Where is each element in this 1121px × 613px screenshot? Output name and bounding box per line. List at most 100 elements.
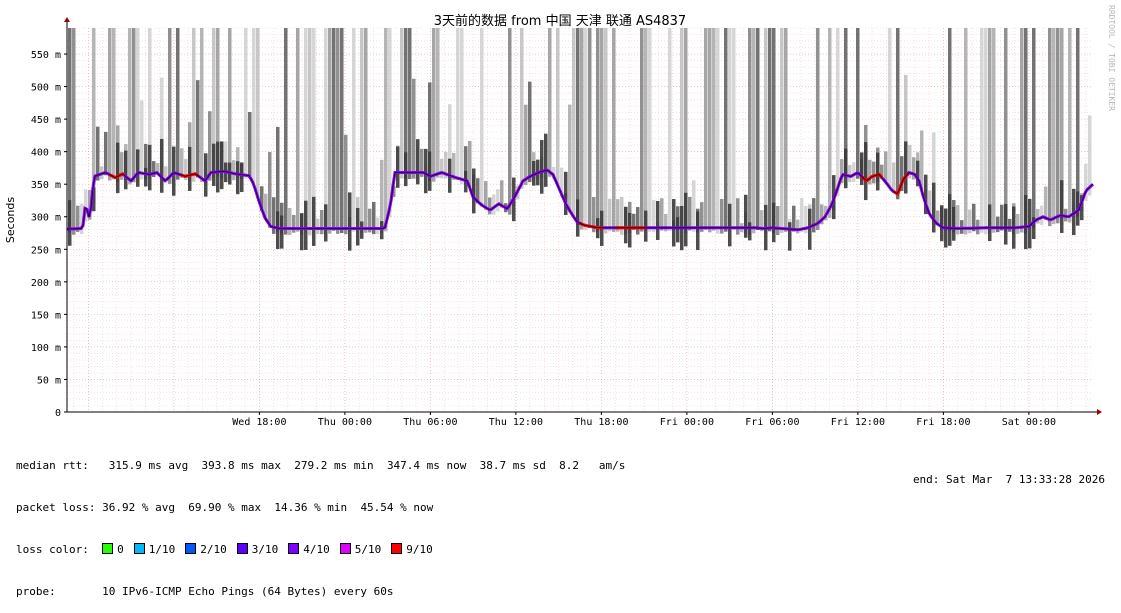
smoke-bar bbox=[920, 130, 924, 191]
smoke-bar bbox=[496, 189, 500, 212]
smoke-bar bbox=[588, 28, 592, 228]
smoke-bar bbox=[664, 213, 668, 232]
smoke-bar bbox=[276, 126, 280, 232]
smoke-bar bbox=[524, 104, 528, 186]
smoke-bar bbox=[652, 199, 656, 233]
smoke-bar bbox=[256, 28, 260, 199]
smoke-bar bbox=[444, 151, 448, 179]
smoke-bar bbox=[792, 205, 796, 232]
smoke-bar bbox=[572, 28, 576, 218]
smoke-bar bbox=[80, 203, 84, 235]
loss-color-swatch bbox=[288, 543, 300, 554]
smoke-bar bbox=[644, 28, 648, 231]
smoke-bar-dark bbox=[544, 133, 548, 187]
y-tick-label: 400 m bbox=[31, 148, 61, 159]
smoke-bar-dark bbox=[1024, 194, 1028, 250]
smoke-bar-dark bbox=[68, 200, 72, 246]
smoke-bar-dark bbox=[904, 141, 908, 194]
y-tick-label: 0 bbox=[55, 408, 61, 419]
smoke-bar bbox=[560, 167, 564, 198]
smoke-bar bbox=[528, 81, 532, 183]
smoke-bar bbox=[760, 210, 764, 232]
smoke-bar-dark bbox=[124, 150, 128, 190]
smoke-bar bbox=[964, 28, 968, 235]
smoke-bar bbox=[984, 28, 988, 235]
smoke-bar-dark bbox=[416, 139, 420, 185]
smoke-bar bbox=[1044, 186, 1048, 221]
smoke-bar bbox=[212, 28, 216, 178]
packet-loss-row: packet loss: 36.92 % avg 69.90 % max 14.… bbox=[16, 501, 625, 515]
smoke-bar bbox=[720, 198, 724, 234]
smoke-bar bbox=[912, 157, 916, 180]
smoke-bar bbox=[452, 152, 456, 180]
smoke-bar bbox=[1052, 28, 1056, 225]
smoke-bar bbox=[488, 197, 492, 215]
smoke-bar bbox=[384, 28, 388, 232]
smoke-bar bbox=[556, 28, 560, 186]
smoke-bar-dark bbox=[772, 202, 776, 243]
smoke-bar-dark bbox=[404, 152, 408, 187]
smoke-bar bbox=[352, 28, 356, 232]
smoke-bar bbox=[480, 28, 484, 208]
x-tick-label: Fri 18:00 bbox=[916, 417, 970, 428]
smoke-bar bbox=[612, 28, 616, 232]
smoke-bar bbox=[708, 28, 712, 233]
x-axis-arrow bbox=[1097, 409, 1102, 415]
smoke-bar bbox=[836, 28, 840, 197]
smoke-bar bbox=[152, 161, 156, 177]
smoke-bar bbox=[732, 28, 736, 230]
smoke-bar bbox=[508, 28, 512, 215]
smoke-bar bbox=[136, 28, 140, 183]
smoke-bar bbox=[784, 28, 788, 232]
smoke-bar bbox=[92, 28, 96, 204]
smoke-bar-dark bbox=[356, 207, 360, 246]
smoke-bar bbox=[948, 28, 952, 232]
smoke-bar bbox=[892, 162, 896, 193]
smoke-bar bbox=[456, 28, 460, 180]
smoke-bar bbox=[200, 28, 204, 183]
packet-loss-label: packet loss: bbox=[16, 501, 96, 514]
smoke-bar-dark bbox=[628, 212, 632, 248]
smoke-bar-dark bbox=[876, 152, 880, 191]
smoke-bar bbox=[1060, 28, 1064, 219]
smoke-bar bbox=[328, 28, 332, 234]
smoke-bar-dark bbox=[240, 162, 244, 193]
loss-color-text: 4/10 bbox=[303, 543, 330, 556]
smoke-bar bbox=[492, 194, 496, 215]
smoke-bar-dark bbox=[220, 141, 224, 190]
smoke-bar bbox=[520, 28, 524, 189]
median-rtt-row: median rtt: 315.9 ms avg 393.8 ms max 27… bbox=[16, 459, 625, 473]
smoke-bar bbox=[992, 28, 996, 233]
smoke-bar bbox=[320, 210, 324, 235]
smoke-bar bbox=[148, 28, 152, 180]
smoke-bar-dark bbox=[1028, 198, 1032, 249]
smoke-bar bbox=[440, 158, 444, 179]
loss-color-swatch bbox=[236, 543, 248, 554]
smoke-bar bbox=[688, 196, 692, 231]
smoke-bar bbox=[780, 28, 784, 233]
smoke-bar bbox=[548, 28, 552, 177]
smoke-bar bbox=[312, 28, 316, 234]
median-sd: 38.7 ms sd bbox=[479, 459, 546, 472]
smoke-bar bbox=[928, 190, 932, 213]
latency-chart: 3天前的数据 from 中国 天津 联通 AS4837 RRDTOOL / TO… bbox=[4, 5, 1116, 428]
smoke-bar bbox=[1040, 205, 1044, 226]
smoke-bar bbox=[208, 111, 212, 181]
smoke-bar bbox=[796, 219, 800, 234]
loss-now: 45.54 % now bbox=[360, 501, 434, 514]
loss-color-items: 0 1/10 2/10 3/10 4/10 5/10 9/10 bbox=[102, 543, 443, 556]
smoke-bar bbox=[360, 28, 364, 233]
smoke-bar bbox=[600, 28, 604, 231]
loss-color-item: 3/10 bbox=[236, 543, 278, 556]
smoke-bar bbox=[484, 181, 488, 210]
smoke-bar-dark bbox=[564, 171, 568, 215]
smoke-bar bbox=[840, 159, 844, 184]
loss-color-swatch bbox=[339, 543, 351, 554]
probe-row: probe: 10 IPv6-ICMP Echo Pings (64 Bytes… bbox=[16, 585, 625, 599]
median-now: 347.4 ms now bbox=[386, 459, 467, 472]
smoke-bar bbox=[168, 28, 172, 184]
smoke-bar bbox=[828, 28, 832, 218]
y-tick-label: 300 m bbox=[31, 213, 61, 224]
smoke-bar bbox=[640, 28, 644, 232]
smoke-bar bbox=[96, 126, 100, 181]
